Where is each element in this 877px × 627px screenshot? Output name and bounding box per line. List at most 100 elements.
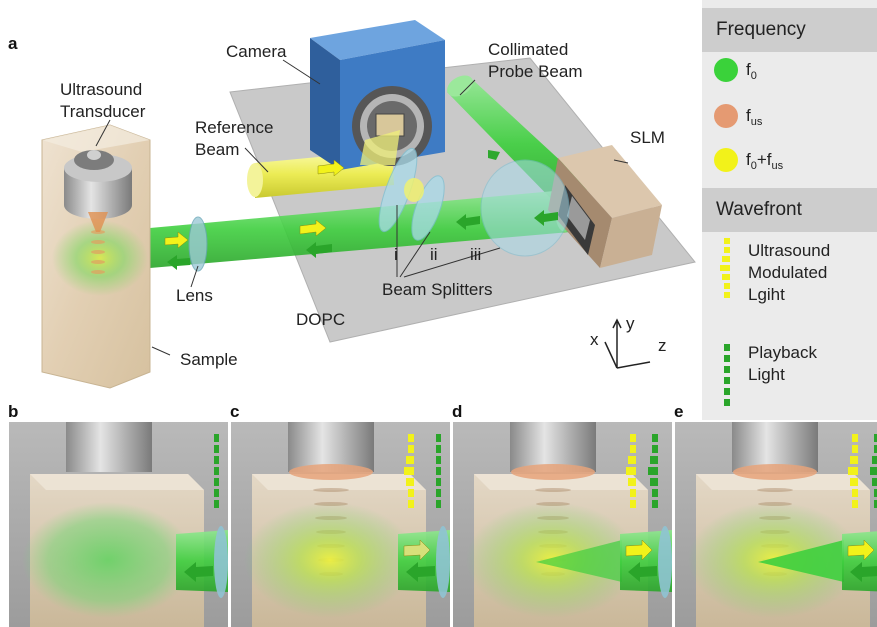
axes [604,318,651,369]
panel-beam [842,531,877,592]
panel-d [452,422,672,627]
ultrasound-modulated-label-2: Modulated [748,263,828,282]
frequency-header: Frequency [702,8,877,52]
transducer-label-1: Ultrasound [60,80,143,99]
panel-label-a: a [8,34,18,53]
wavefront-green-bar [436,434,441,442]
panel-lens [214,526,228,598]
wavefront-yellow-bar [852,500,858,508]
wavefront-yellow-bar [408,489,414,497]
wavefront-green-bar [436,467,441,475]
wavefront-yellow-bar [852,445,858,453]
wavefront-green-bar [652,445,658,453]
panel-lens [436,526,450,598]
camera-label: Camera [226,42,287,61]
dopc-label: DOPC [296,310,346,329]
arrow-left-icon [850,562,877,582]
wavefront-green-bar [436,456,441,464]
frequency-label-0: f0 [746,60,757,82]
arrow-left-icon [306,242,332,258]
arrow-left-icon [406,562,435,582]
wavefront-header: Wavefront [702,188,877,232]
probe-beam-label-1: Collimated [488,40,569,59]
splitter-iii [480,159,570,257]
axis-x-label: x [590,330,599,349]
transducer-label-2: Transducer [60,102,146,121]
wavefront-yellow-bar [406,478,414,486]
panel-label-e: e [674,402,684,421]
lens-label: Lens [176,286,213,305]
panel-lens [658,526,672,598]
transducer-cylinder [66,422,152,472]
splitter-ii-label: ii [430,245,438,264]
arrow-left-icon [534,210,558,226]
wavefront-green-bar [870,467,877,475]
wavefront-yellow-bar [406,456,414,464]
arrow-right-icon [625,539,653,561]
light-cloud [244,502,416,618]
beam-splitters-label: Beam Splitters [382,280,493,299]
wavefront-yellow-bar [850,478,858,486]
wavefront-green-bar [436,489,441,497]
frequency-dot-0 [714,58,738,82]
wavefront-green-bar [214,445,219,453]
playback-label-1: Playback [748,343,817,362]
wavefront-yellow-bar [630,500,636,508]
wavefront-green-bar [652,500,658,508]
wavefront-green-bar [214,478,219,486]
reference-beam-label-1: Reference [195,118,274,137]
wavefront-title: Wavefront [716,199,802,220]
wavefront-yellow-bar [404,467,414,475]
panel-label-b: b [8,402,19,421]
frequency-dot-1 [714,104,738,128]
wavefront-green-bar [214,434,219,442]
ultrasound-focus [511,464,595,480]
arrow-right-icon [164,231,189,249]
probe-arrow-icon [488,150,500,160]
wavefront-yellow-bar [626,467,636,475]
playback-wavefront-icon [724,344,730,406]
wavefront-green-bar [874,500,877,508]
arrow-left-icon [167,255,190,270]
axis-z-label: z [658,336,667,355]
camera [310,20,445,170]
wavefront-yellow-bar [852,489,858,497]
light-cloud [22,502,194,618]
arrow-left-icon [184,562,213,582]
wavefront-green-bar [650,456,658,464]
frequency-label-1: fus [746,106,763,128]
wavefront-yellow-bar [408,500,414,508]
splitter-iii-label: iii [470,245,482,264]
transducer-cylinder [732,422,818,472]
playback-cone [758,540,844,582]
wavefront-green-bar [872,478,877,486]
arrow-left-icon [628,562,657,582]
ultrasound-focus [733,464,817,480]
wavefront-yellow-bar [630,445,636,453]
ultrasound-focus [289,464,373,480]
axis-y-label: y [626,314,635,333]
frequency-title: Frequency [716,19,806,40]
sample-label: Sample [180,350,238,369]
ultrasound-transducer [64,150,132,232]
playback-label-2: Light [748,365,785,384]
arrow-right-icon [317,159,345,177]
wavefront-green-bar [652,489,658,497]
reference-beam-label-2: Beam [195,140,240,159]
wavefront-green-bar [872,456,877,464]
arrow-left-icon [456,214,480,230]
wavefront-green-bar [436,445,441,453]
slm-label: SLM [630,128,665,147]
wavefront-green-bar [650,478,658,486]
transducer-cylinder [510,422,596,472]
wavefront-green-bar [874,489,877,497]
splitter-i-label: i [394,245,398,264]
arrow-right-icon [847,539,875,561]
beam-splitters [378,147,570,257]
wavefront-yellow-bar [630,434,636,442]
wavefront-green-bar [214,467,219,475]
panel-label-c: c [230,402,240,421]
wavefront-yellow-bar [848,467,858,475]
wavefront-yellow-bar [850,456,858,464]
legend-panel: Frequency f0 fus f0+fus Wavefront Ultrasou… [702,0,877,420]
